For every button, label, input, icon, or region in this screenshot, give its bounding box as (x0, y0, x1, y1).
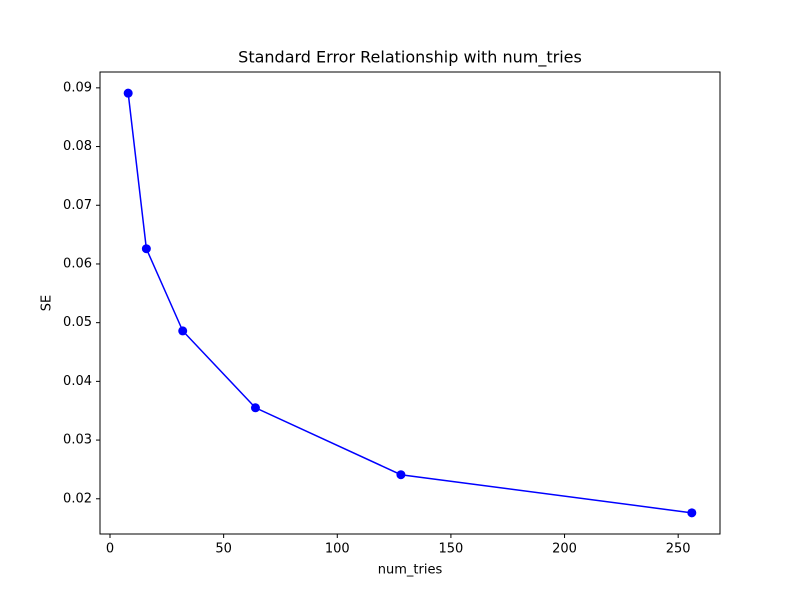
data-point (123, 88, 133, 98)
y-tick-label: 0.04 (63, 374, 92, 389)
x-tick-label: 200 (552, 542, 577, 557)
y-axis-label: SE (40, 295, 55, 311)
data-point (396, 470, 406, 480)
y-tick-label: 0.05 (63, 315, 92, 330)
y-tick-label: 0.09 (63, 80, 92, 95)
data-line (127, 93, 692, 514)
x-axis-label: num_tries (378, 563, 443, 578)
x-tick-label: 250 (666, 542, 691, 557)
data-point (178, 326, 188, 336)
data-point (141, 244, 151, 254)
y-tick-label: 0.07 (63, 198, 92, 213)
x-tick-label: 100 (325, 542, 350, 557)
x-tick-label: 50 (215, 542, 232, 557)
data-point (250, 403, 260, 413)
y-tick-label: 0.08 (63, 139, 92, 154)
axes-frame (99, 71, 721, 535)
y-tick-label: 0.03 (63, 433, 92, 448)
y-tick-label: 0.06 (63, 256, 92, 271)
x-tick-label: 150 (438, 542, 463, 557)
chart-title: Standard Error Relationship with num_tri… (238, 48, 582, 68)
data-point (687, 508, 697, 518)
x-tick-label: 0 (106, 542, 114, 557)
y-tick-label: 0.02 (63, 491, 92, 506)
